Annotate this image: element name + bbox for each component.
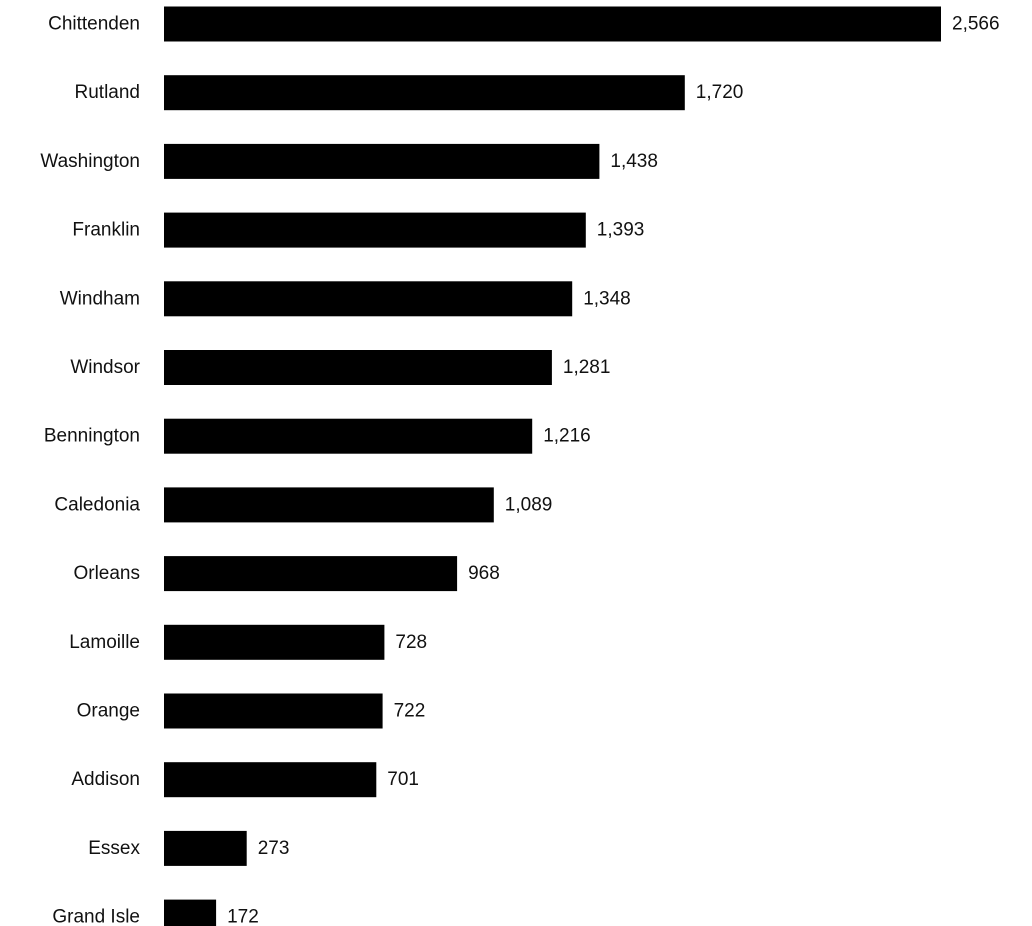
value-label-lamoille: 728 [395, 632, 427, 653]
category-label-caledonia: Caledonia [54, 494, 140, 515]
bar-rutland [164, 75, 685, 111]
bar-orange [164, 693, 383, 729]
bar-essex [164, 830, 247, 866]
bar-windham [164, 281, 573, 317]
category-label-addison: Addison [71, 769, 140, 790]
bar-grand-isle [164, 899, 217, 926]
category-label-rutland: Rutland [75, 82, 141, 103]
category-label-windham: Windham [60, 288, 140, 309]
bar-bennington [164, 418, 533, 454]
bar-franklin [164, 212, 586, 248]
value-label-essex: 273 [258, 838, 290, 859]
category-label-essex: Essex [88, 838, 140, 859]
value-label-franklin: 1,393 [597, 220, 645, 241]
value-label-addison: 701 [387, 769, 419, 790]
value-label-windham: 1,348 [583, 288, 631, 309]
value-label-bennington: 1,216 [543, 426, 591, 447]
value-label-grand-isle: 172 [227, 907, 259, 926]
category-label-orleans: Orleans [73, 563, 140, 584]
category-labels-group: Chittenden Rutland Washington Franklin Windh… [40, 14, 140, 926]
category-label-orange: Orange [77, 701, 140, 722]
category-label-washington: Washington [40, 151, 140, 172]
value-label-orange: 722 [394, 701, 426, 722]
bar-lamoille [164, 624, 385, 660]
bar-chittenden [164, 6, 941, 42]
bar-caledonia [164, 487, 494, 523]
value-labels-group: 2,566 1,720 1,438 1,393 1,348 1,281 1,216 1,089… [227, 14, 999, 926]
bar-addison [164, 762, 377, 798]
category-label-lamoille: Lamoille [69, 632, 140, 653]
bar-washington [164, 143, 600, 179]
value-label-washington: 1,438 [610, 151, 658, 172]
category-label-chittenden: Chittenden [48, 14, 140, 35]
bars-group [164, 6, 941, 926]
value-label-orleans: 968 [468, 563, 500, 584]
category-label-franklin: Franklin [72, 220, 140, 241]
category-label-windsor: Windsor [70, 357, 140, 378]
category-label-grand-isle: Grand Isle [52, 907, 140, 926]
category-label-bennington: Bennington [44, 426, 140, 447]
value-label-rutland: 1,720 [696, 82, 744, 103]
value-label-caledonia: 1,089 [505, 494, 553, 515]
value-label-chittenden: 2,566 [952, 14, 1000, 35]
bar-orleans [164, 556, 458, 592]
bar-windsor [164, 350, 552, 385]
value-label-windsor: 1,281 [563, 357, 611, 378]
